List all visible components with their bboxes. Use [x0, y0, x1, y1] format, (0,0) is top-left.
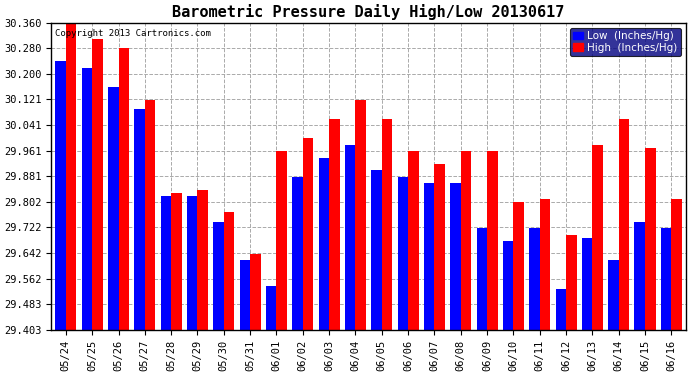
Bar	[92, 39, 103, 330]
Bar	[503, 241, 513, 330]
Bar	[487, 151, 497, 330]
Bar	[408, 151, 419, 330]
Bar	[671, 199, 682, 330]
Bar	[108, 87, 119, 330]
Title: Barometric Pressure Daily High/Low 20130617: Barometric Pressure Daily High/Low 20130…	[172, 4, 565, 20]
Bar	[213, 222, 224, 330]
Bar	[397, 177, 408, 330]
Bar	[319, 158, 329, 330]
Bar	[435, 164, 445, 330]
Bar	[645, 148, 656, 330]
Bar	[293, 177, 303, 330]
Bar	[119, 48, 129, 330]
Bar	[461, 151, 471, 330]
Bar	[635, 222, 645, 330]
Bar	[55, 61, 66, 330]
Bar	[661, 228, 671, 330]
Bar	[250, 254, 261, 330]
Bar	[382, 119, 393, 330]
Bar	[355, 100, 366, 330]
Bar	[277, 151, 287, 330]
Bar	[529, 228, 540, 330]
Bar	[161, 196, 171, 330]
Bar	[540, 199, 550, 330]
Bar	[582, 238, 593, 330]
Bar	[187, 196, 197, 330]
Bar	[81, 68, 92, 330]
Bar	[450, 183, 461, 330]
Bar	[345, 145, 355, 330]
Bar	[608, 260, 619, 330]
Bar	[303, 138, 313, 330]
Bar	[513, 202, 524, 330]
Bar	[477, 228, 487, 330]
Bar	[566, 234, 577, 330]
Bar	[224, 212, 235, 330]
Bar	[619, 119, 629, 330]
Bar	[171, 193, 181, 330]
Bar	[66, 23, 77, 330]
Bar	[135, 110, 145, 330]
Bar	[371, 170, 382, 330]
Bar	[593, 145, 603, 330]
Legend: Low  (Inches/Hg), High  (Inches/Hg): Low (Inches/Hg), High (Inches/Hg)	[569, 28, 680, 56]
Bar	[424, 183, 435, 330]
Bar	[145, 100, 155, 330]
Bar	[197, 190, 208, 330]
Bar	[555, 289, 566, 330]
Bar	[329, 119, 339, 330]
Bar	[266, 286, 277, 330]
Text: Copyright 2013 Cartronics.com: Copyright 2013 Cartronics.com	[55, 29, 210, 38]
Bar	[239, 260, 250, 330]
